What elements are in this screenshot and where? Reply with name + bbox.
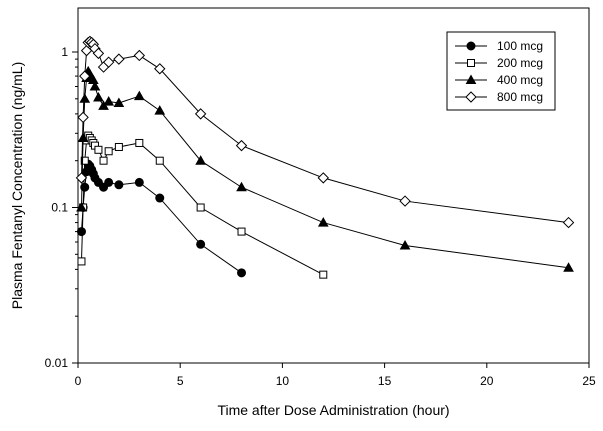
legend-label: 200 mcg [497,56,543,70]
x-tick-label: 15 [378,374,392,388]
data-point [104,177,114,187]
data-point [113,97,125,107]
plot-frame [77,7,590,364]
data-point [134,177,144,187]
data-point [80,44,93,57]
x-axis: 0 5 10 15 20 25 [75,363,596,388]
legend-marker [465,91,477,103]
data-point [235,139,248,152]
data-point [399,195,411,207]
data-point [80,182,90,192]
data-point [196,203,205,212]
data-point [196,239,206,249]
series-100-mcg [76,159,247,278]
series-800-mcg [75,35,575,229]
y-axis: 0.01 0.1 1 [45,45,78,370]
data-point [79,70,91,82]
legend: 100 mcg 200 mcg 400 mcg 800 mcg [446,31,556,111]
legend-label: 800 mcg [497,90,543,104]
data-point [155,156,164,165]
data-point [317,172,329,184]
data-point [133,49,146,62]
data-point [104,147,113,156]
data-point [155,193,165,203]
data-point [113,53,125,65]
y-tick-label: 0.01 [45,356,69,370]
data-point [237,227,246,236]
data-point [319,270,328,279]
data-point [77,257,86,266]
data-point [75,172,88,184]
data-point [102,56,115,68]
data-point [80,156,89,165]
data-point [562,216,575,229]
data-point [135,138,144,147]
x-axis-title: Time after Dose Administration (hour) [217,402,449,418]
legend-label: 100 mcg [497,39,543,53]
data-point [77,132,89,142]
data-point [99,156,108,165]
legend-marker [467,59,475,67]
data-point [92,47,105,60]
data-point [94,145,103,154]
data-point [76,227,86,237]
data-point [114,180,124,190]
legend-marker [465,74,477,84]
data-point [89,80,101,91]
legend-marker [466,41,476,51]
x-tick-label: 0 [75,374,82,388]
data-point [87,74,99,85]
data-point [93,91,104,102]
data-point [237,268,247,278]
data-point [77,111,89,124]
y-axis-title: Plasma Fentanyl Concentration (ng/mL) [9,62,25,309]
x-tick-label: 5 [177,374,184,388]
data-point [103,96,115,106]
x-tick-label: 10 [276,374,290,388]
data-point [79,93,91,103]
x-tick-label: 20 [480,374,494,388]
x-tick-label: 25 [582,374,596,388]
data-point [133,90,145,101]
data-point [195,155,206,165]
data-point [194,108,207,120]
data-point [399,239,411,250]
legend-label: 400 mcg [497,73,543,87]
y-tick-label: 0.1 [51,201,68,215]
y-tick-label: 1 [61,45,68,59]
data-point [317,217,329,227]
series-layer [75,35,575,279]
data-point [236,181,247,192]
data-point [114,142,123,151]
data-point [154,63,166,75]
series-200-mcg [77,131,328,279]
data-point [154,105,166,115]
data-point [76,201,87,212]
data-point [563,262,574,272]
